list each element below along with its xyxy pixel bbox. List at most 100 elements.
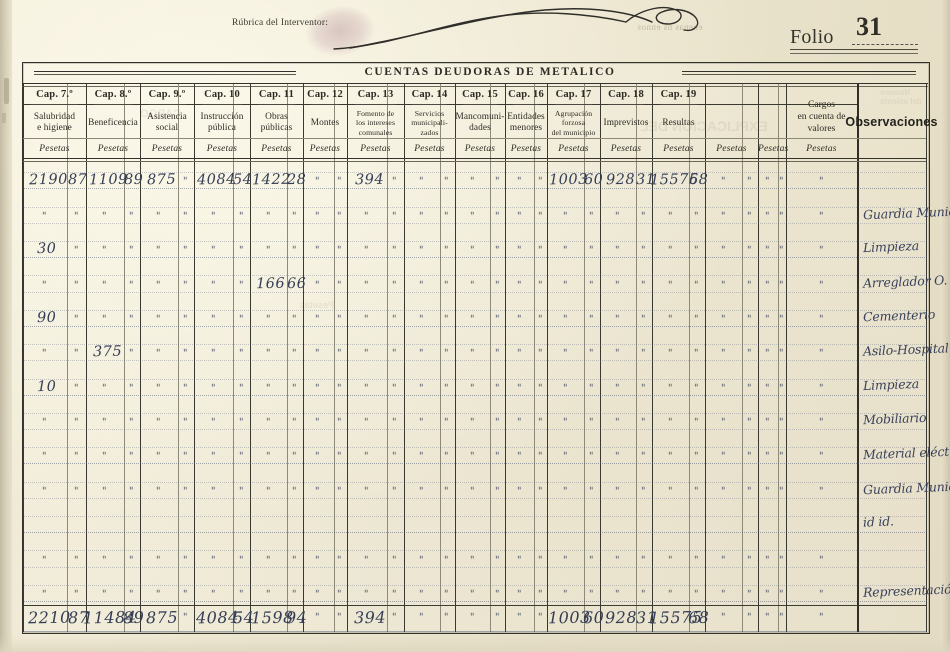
row-guide-line-faint <box>23 550 927 552</box>
ditto-mark: " <box>155 279 161 291</box>
ditto-mark: " <box>337 348 343 360</box>
ditto-mark: " <box>778 588 784 601</box>
grid-column-line <box>439 84 441 632</box>
ditto-mark: " <box>182 416 188 429</box>
row-guide-line-faint <box>23 275 927 277</box>
column-name-label: Asistencia social <box>147 112 187 133</box>
ditto-mark: " <box>720 416 726 429</box>
ditto-mark: " <box>155 485 161 497</box>
ditto-mark: " <box>562 554 568 566</box>
ditto-mark: " <box>562 588 568 601</box>
ditto-mark: " <box>588 382 594 394</box>
ditto-mark: " <box>693 588 699 601</box>
ditto-mark: " <box>469 485 475 497</box>
column-currency-label: Pesetas <box>414 144 445 154</box>
row-guide-line <box>23 601 927 602</box>
title-rule-right <box>682 71 916 75</box>
ditto-mark: " <box>392 279 398 291</box>
ditto-mark: " <box>418 348 424 360</box>
ditto-mark: " <box>778 210 784 222</box>
ditto-mark: " <box>265 245 271 257</box>
ditto-mark: " <box>182 382 188 394</box>
ditto-mark: " <box>182 348 188 360</box>
ditto-mark: " <box>155 210 161 222</box>
column-chapter-underline <box>355 104 396 105</box>
total-row-top-rule <box>23 605 927 606</box>
ditto-mark: " <box>746 245 752 257</box>
ditto-mark: " <box>392 348 398 360</box>
grid-column-line <box>758 84 759 632</box>
ditto-mark: " <box>494 382 500 394</box>
ditto-mark: " <box>363 348 369 360</box>
ditto-mark: " <box>182 313 188 325</box>
ditto-mark: " <box>182 485 188 497</box>
ditto-mark: " <box>128 279 134 291</box>
ditto-mark: " <box>588 416 594 429</box>
grid-row-line <box>23 138 926 139</box>
ditto-mark: " <box>614 588 620 601</box>
ditto-mark: " <box>778 485 784 497</box>
header-separator-rule <box>22 83 928 87</box>
observacion-note: Cementerio <box>862 306 936 325</box>
ditto-mark: " <box>265 382 271 394</box>
ditto-mark: " <box>494 416 500 429</box>
ditto-mark: " <box>778 279 784 291</box>
column-name-label: Mancomuni-dades <box>455 112 505 133</box>
column-chapter-underline <box>202 104 242 105</box>
ditto-mark: " <box>101 588 107 601</box>
ditto-mark: " <box>667 382 673 394</box>
grid-column-line <box>652 84 653 632</box>
ditto-mark: " <box>363 588 369 601</box>
ditto-mark: " <box>614 348 620 360</box>
row-guide-line <box>23 394 927 396</box>
column-chapter-label: Cap. 14 <box>411 89 448 100</box>
signature-flourish <box>333 6 699 50</box>
ditto-mark: " <box>818 588 824 601</box>
ditto-mark: " <box>818 245 824 257</box>
ditto-mark: " <box>614 451 620 463</box>
ditto-mark: " <box>101 485 107 497</box>
column-currency-label: Pesetas <box>464 144 496 154</box>
ditto-mark: " <box>720 313 726 325</box>
ditto-mark: " <box>778 382 784 394</box>
ditto-mark: " <box>238 416 244 429</box>
ditto-mark: " <box>392 588 398 601</box>
ditto-mark: " <box>238 348 244 360</box>
ditto-mark: " <box>818 313 824 325</box>
ditto-mark: " <box>614 485 620 497</box>
ditto-mark: " <box>537 416 543 429</box>
row-guide-line-faint <box>23 584 927 586</box>
grid-column-line <box>250 84 251 632</box>
centimos-value: 87 <box>68 172 88 189</box>
ditto-mark: " <box>101 210 107 222</box>
ditto-mark: " <box>73 554 79 566</box>
ditto-mark: " <box>494 588 500 601</box>
row-guide-line-faint <box>23 378 927 380</box>
ditto-mark: " <box>182 588 188 601</box>
ditto-mark: " <box>363 382 369 394</box>
ditto-mark: " <box>128 588 134 601</box>
row-guide-line <box>23 257 927 259</box>
ditto-mark: " <box>238 554 244 566</box>
column-name-label: Obras públicas <box>260 112 293 133</box>
ditto-mark: " <box>720 382 726 394</box>
ditto-mark: " <box>128 485 134 497</box>
column-name-label: Salubridad e higiene <box>33 112 76 133</box>
column-chapter-label: Cap. 9.º <box>148 89 186 100</box>
column-name-label: Agrupación forzosa del municipio <box>551 108 596 137</box>
ditto-mark: " <box>693 382 699 394</box>
ditto-mark: " <box>337 588 343 601</box>
ditto-mark: " <box>418 313 424 325</box>
ditto-mark: " <box>210 416 216 429</box>
total-centimos-value: 94 <box>286 607 308 628</box>
ditto-mark: " <box>363 245 369 257</box>
ditto-mark: " <box>315 416 321 429</box>
ditto-mark: " <box>516 611 522 624</box>
ditto-mark: " <box>315 245 321 257</box>
ditto-mark: " <box>667 588 673 601</box>
ditto-mark: " <box>101 245 107 257</box>
grid-column-line <box>123 84 125 632</box>
ditto-mark: " <box>315 176 321 188</box>
ditto-mark: " <box>363 554 369 566</box>
ditto-mark: " <box>337 382 343 394</box>
